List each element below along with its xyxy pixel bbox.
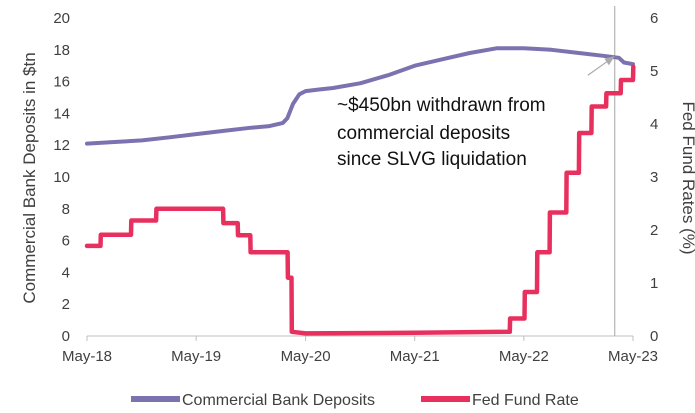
legend: Commercial Bank Deposits Fed Fund Rate: [131, 392, 579, 409]
annotation-line-3: since SLVG liquidation: [337, 149, 527, 170]
y-left-axis-title: Commercial Bank Deposits in $tn: [20, 52, 39, 303]
y-left-tick-label: 0: [62, 328, 70, 345]
x-tick-label: May-23: [608, 348, 658, 365]
y-left-tick-label: 14: [53, 105, 70, 122]
y-right-tick-label: 1: [650, 275, 658, 292]
y-right-axis-title: Fed Fund Rates (%): [679, 101, 695, 254]
y-right-tick-label: 2: [650, 222, 658, 239]
annotation-line-2: commercial deposits: [337, 123, 510, 144]
annotation-arrow: [587, 61, 607, 76]
y-right-tick-label: 4: [650, 116, 658, 133]
x-tick-label: May-18: [62, 348, 112, 365]
y-left-tick-label: 16: [53, 74, 70, 91]
annotation-line-1: ~$450bn withdrawn from: [337, 95, 546, 116]
x-tick-label: May-22: [499, 348, 549, 365]
y-left-tick-label: 18: [53, 42, 70, 59]
legend-label-deposits: Commercial Bank Deposits: [182, 392, 375, 409]
x-tick-label: May-19: [171, 348, 221, 365]
x-tick-label: May-21: [390, 348, 440, 365]
y-right-tick-label: 0: [650, 328, 658, 345]
annotation-arrowhead: [604, 56, 615, 66]
y-left-tick-label: 4: [62, 264, 70, 281]
series-line-deposits: [85, 46, 635, 146]
y-left-tick-label: 8: [62, 201, 70, 218]
y-left-tick-label: 2: [62, 296, 70, 313]
legend-label-fed-rate: Fed Fund Rate: [472, 392, 579, 409]
series-line-fed-rate: [84, 64, 636, 336]
y-right-tick-label: 6: [650, 10, 658, 27]
y-left-tick-label: 20: [53, 10, 70, 27]
annotation: ~$450bn withdrawn from commercial deposi…: [337, 56, 615, 170]
y-left-tick-label: 12: [53, 137, 70, 154]
y-right-tick-label: 5: [650, 63, 658, 80]
y-left-tick-label: 10: [53, 169, 70, 186]
y-left-tick-label: 6: [62, 233, 70, 250]
series-lines: [84, 46, 636, 336]
x-tick-label: May-20: [281, 348, 331, 365]
y-right-tick-label: 3: [650, 169, 658, 186]
